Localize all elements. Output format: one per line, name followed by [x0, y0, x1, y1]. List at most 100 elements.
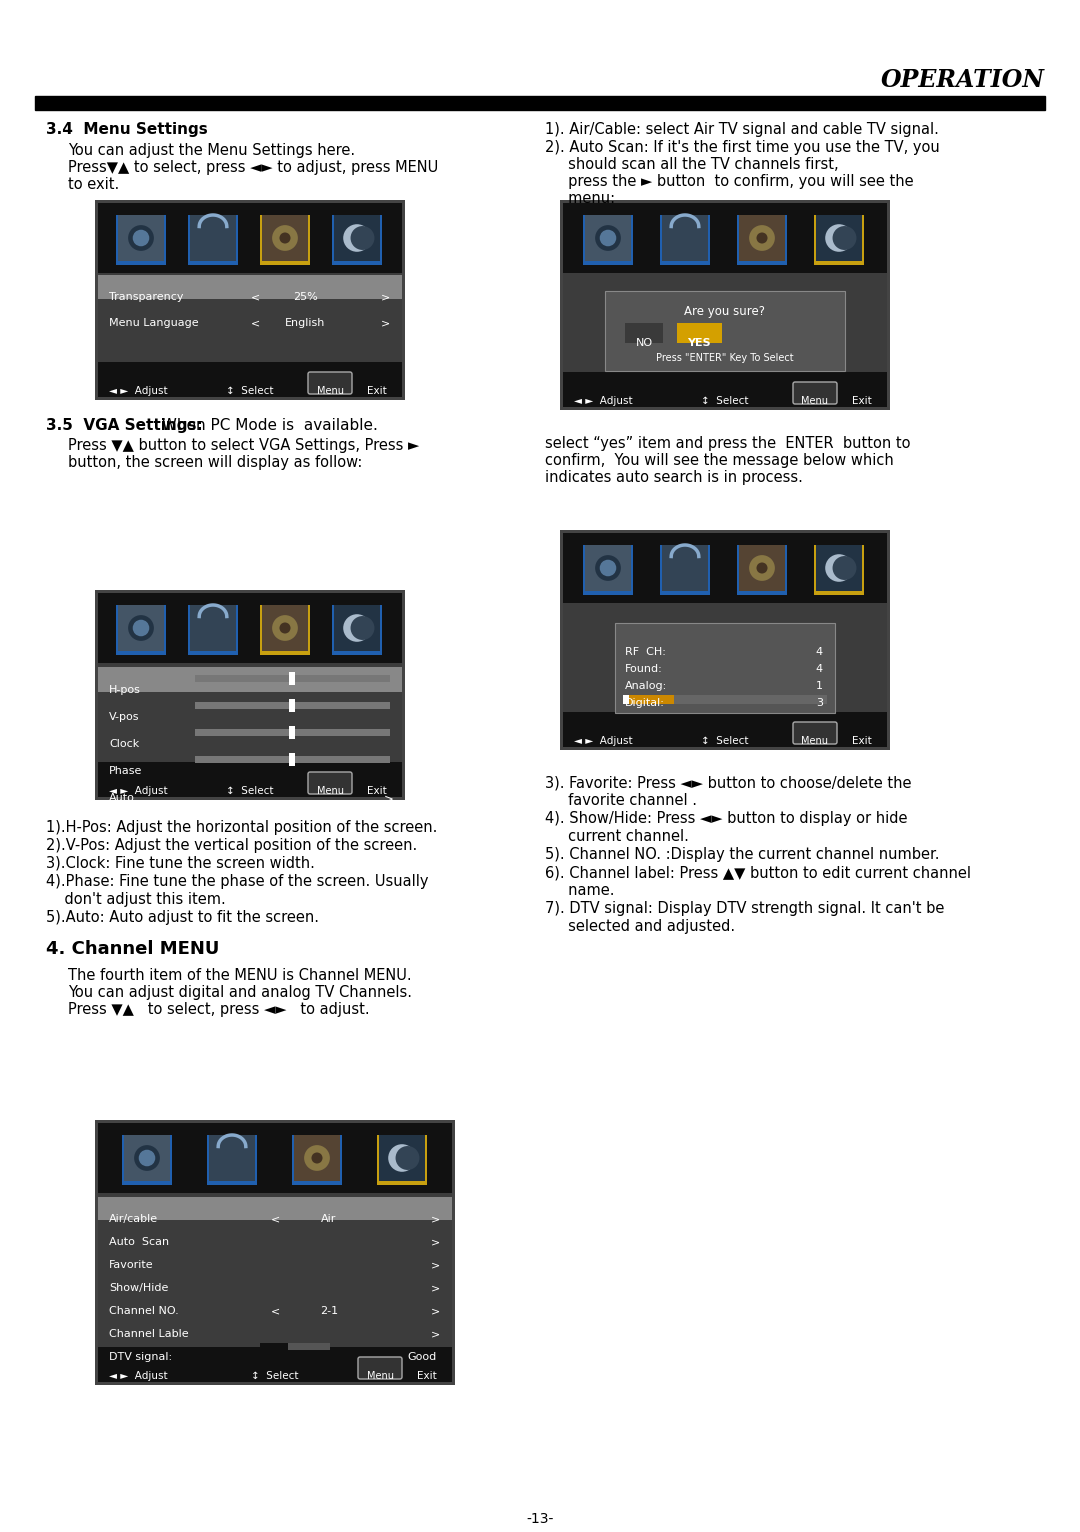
Circle shape — [129, 225, 153, 251]
Text: 3).Clock: Fine tune the screen width.: 3).Clock: Fine tune the screen width. — [46, 856, 315, 872]
Text: Channel Lable: Channel Lable — [109, 1328, 189, 1339]
Text: confirm,  You will see the message below which: confirm, You will see the message below … — [545, 453, 894, 467]
Text: 2). Auto Scan: If it's the first time you use the TV, you: 2). Auto Scan: If it's the first time yo… — [545, 139, 940, 155]
Circle shape — [272, 616, 298, 640]
Text: >: > — [431, 1236, 440, 1247]
Bar — [210, 1135, 255, 1181]
Circle shape — [756, 562, 768, 573]
Text: Exit: Exit — [417, 1371, 437, 1380]
Bar — [334, 605, 380, 651]
Bar — [332, 605, 382, 656]
Bar — [583, 214, 633, 265]
Text: When PC Mode is  available.: When PC Mode is available. — [152, 418, 378, 434]
Circle shape — [134, 1144, 160, 1170]
Text: to exit.: to exit. — [68, 178, 119, 192]
Bar — [124, 1135, 170, 1181]
Bar — [98, 761, 402, 797]
Text: Exit: Exit — [367, 386, 387, 395]
Text: selected and adjusted.: selected and adjusted. — [545, 919, 735, 935]
Bar — [207, 1135, 257, 1184]
Text: Show/Hide: Show/Hide — [109, 1282, 168, 1293]
Bar — [615, 624, 835, 712]
Circle shape — [388, 1144, 416, 1172]
Circle shape — [825, 555, 853, 582]
Bar — [98, 362, 402, 397]
Bar — [563, 533, 887, 748]
Bar — [737, 545, 787, 594]
Text: Clock: Clock — [109, 738, 139, 749]
Text: >: > — [431, 1282, 440, 1293]
Circle shape — [750, 225, 774, 251]
Text: 4: 4 — [815, 663, 823, 674]
Bar — [561, 530, 890, 751]
Bar — [677, 323, 723, 343]
Bar — [118, 605, 164, 651]
Text: Air: Air — [322, 1213, 337, 1224]
Text: 25%: 25% — [293, 293, 318, 302]
Text: >: > — [431, 1259, 440, 1270]
FancyBboxPatch shape — [793, 722, 837, 745]
Text: 4. Channel MENU: 4. Channel MENU — [46, 941, 219, 958]
Bar — [98, 1347, 453, 1382]
Circle shape — [750, 555, 774, 581]
Text: You can adjust digital and analog TV Channels.: You can adjust digital and analog TV Cha… — [68, 985, 411, 1000]
Bar — [95, 201, 405, 400]
Circle shape — [343, 614, 370, 642]
Bar — [332, 214, 382, 265]
Text: Menu: Menu — [316, 786, 343, 797]
Bar — [563, 204, 887, 408]
Text: >: > — [431, 1213, 440, 1224]
Text: 3.4  Menu Settings: 3.4 Menu Settings — [46, 123, 207, 136]
Text: should scan all the TV channels first,: should scan all the TV channels first, — [545, 156, 839, 172]
Text: >: > — [431, 1305, 440, 1316]
Text: button, the screen will display as follow:: button, the screen will display as follo… — [68, 455, 363, 470]
Text: Found:: Found: — [625, 663, 663, 674]
Text: 1).H-Pos: Adjust the horizontal position of the screen.: 1).H-Pos: Adjust the horizontal position… — [46, 820, 437, 835]
Text: 5).Auto: Auto adjust to fit the screen.: 5).Auto: Auto adjust to fit the screen. — [46, 910, 319, 925]
Text: don't adjust this item.: don't adjust this item. — [46, 892, 226, 907]
Circle shape — [138, 1149, 156, 1166]
Text: 3: 3 — [816, 699, 823, 708]
Text: Exit: Exit — [852, 735, 872, 746]
Circle shape — [833, 227, 856, 250]
Circle shape — [305, 1144, 329, 1170]
Text: -13-: -13- — [526, 1512, 554, 1526]
Text: Phase: Phase — [109, 766, 143, 777]
Text: V-pos: V-pos — [109, 712, 139, 722]
Text: Auto: Auto — [109, 794, 135, 803]
Text: ◄ ►  Adjust: ◄ ► Adjust — [109, 386, 167, 395]
Circle shape — [351, 227, 375, 250]
Bar — [660, 214, 710, 265]
Circle shape — [595, 555, 621, 581]
Bar — [377, 1135, 427, 1184]
Bar — [262, 214, 308, 260]
Text: OPERATION: OPERATION — [881, 67, 1045, 92]
Circle shape — [825, 224, 853, 251]
Bar — [190, 605, 237, 651]
Bar — [563, 533, 887, 604]
Text: English: English — [285, 319, 325, 328]
Bar — [289, 754, 295, 766]
Bar — [292, 1135, 342, 1184]
Circle shape — [599, 559, 617, 576]
Bar — [379, 1135, 426, 1181]
Bar — [116, 605, 166, 656]
Text: 3.5  VGA Settings:: 3.5 VGA Settings: — [46, 418, 203, 434]
Bar — [122, 1135, 172, 1184]
Text: ◄ ►  Adjust: ◄ ► Adjust — [573, 735, 633, 746]
Text: <: < — [270, 1305, 280, 1316]
Text: ↕  Select: ↕ Select — [701, 395, 748, 406]
Bar — [190, 214, 237, 260]
Text: Menu: Menu — [316, 386, 343, 395]
Bar — [195, 729, 390, 735]
Bar — [98, 666, 402, 692]
Text: 4: 4 — [815, 647, 823, 657]
Text: current channel.: current channel. — [545, 829, 689, 844]
Bar — [188, 605, 238, 656]
Bar — [98, 593, 402, 797]
Bar — [98, 1193, 453, 1347]
Text: >: > — [381, 319, 390, 328]
Text: The fourth item of the MENU is Channel MENU.: The fourth item of the MENU is Channel M… — [68, 968, 411, 984]
Bar — [98, 1123, 453, 1382]
Bar — [95, 1120, 455, 1385]
